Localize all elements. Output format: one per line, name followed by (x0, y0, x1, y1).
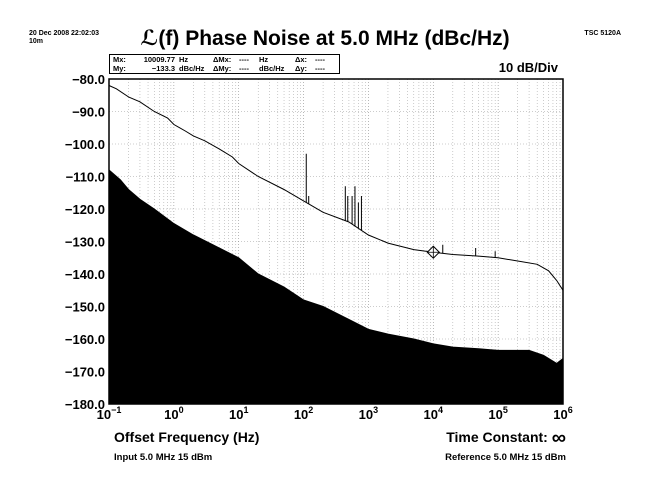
dmy-unit: dBc/Hz (259, 64, 285, 73)
x-tick-base: 10 (229, 407, 243, 422)
infinity-symbol: ∞ (551, 427, 566, 449)
x-tick-label: 104 (424, 405, 443, 422)
dx-value: ---- (315, 55, 325, 64)
x-tick-exponent: 2 (308, 405, 313, 415)
dy-label: Δy: (295, 64, 308, 73)
y-tick-label: −160.0 (65, 332, 105, 347)
x-tick-base: 10 (359, 407, 373, 422)
x-tick-exponent: −1 (111, 405, 121, 415)
x-tick-exponent: 5 (503, 405, 508, 415)
x-tick-base: 10 (553, 407, 567, 422)
noise-floor-fill (108, 168, 564, 405)
dmx-value: ---- (239, 55, 249, 64)
x-tick-exponent: 4 (438, 405, 443, 415)
dmy-value: ---- (239, 64, 249, 73)
time-constant-label: Time Constant: (446, 429, 548, 445)
instrument-model: TSC 5120A (584, 30, 621, 37)
marker-symbol (426, 245, 441, 259)
input-info: Input 5.0 MHz 15 dBm (114, 452, 213, 463)
y-tick-label: −110.0 (66, 170, 105, 185)
x-tick-label: 106 (553, 405, 572, 422)
spur-lines (305, 153, 496, 258)
y-tick-label: −150.0 (65, 300, 105, 315)
y-axis-ticks: −80.0 −90.0 −100.0 −110.0 −120.0 −130.0 −140.0… (65, 72, 105, 412)
y-tick-label: −100.0 (65, 137, 105, 152)
my-unit: dBc/Hz (179, 64, 205, 73)
noise-floor-area (108, 168, 564, 405)
x-tick-exponent: 1 (243, 405, 248, 415)
marker-row-2: My: −133.3 dBc/Hz ΔMy: ---- dBc/Hz Δy: -… (113, 64, 339, 73)
y-tick-label: −120.0 (65, 202, 105, 217)
phase-noise-line (108, 85, 564, 291)
time-constant: Time Constant: ∞ (446, 427, 566, 450)
y-tick-label: −90.0 (72, 105, 105, 120)
chart-title: ℒ(f) Phase Noise at 5.0 MHz (dBc/Hz) (140, 27, 510, 50)
y-tick-label: −130.0 (65, 235, 105, 250)
x-tick-label: 103 (359, 405, 378, 422)
x-tick-label: 102 (294, 405, 313, 422)
dx-label: Δx: (295, 55, 308, 64)
x-tick-exponent: 0 (179, 405, 184, 415)
my-value: −133.3 (151, 64, 175, 73)
reference-info: Reference 5.0 MHz 15 dBm (445, 452, 566, 463)
timestamp: 20 Dec 2008 22:02:03 (29, 30, 100, 37)
y-tick-label: −80.0 (72, 72, 105, 87)
x-tick-label: 10−1 (97, 405, 122, 422)
x-tick-base: 10 (97, 407, 111, 422)
y-tick-label: −140.0 (65, 267, 105, 282)
x-axis-label: Offset Frequency (Hz) (114, 429, 260, 445)
x-tick-base: 10 (164, 407, 178, 422)
dy-value: ---- (315, 64, 325, 73)
x-axis-ticks: 10−1 100 101 102 103 104 105 106 (97, 405, 573, 422)
mx-value: 10009.77 (143, 55, 175, 64)
x-tick-exponent: 3 (373, 405, 378, 415)
x-tick-label: 105 (488, 405, 507, 422)
division-label: 10 dB/Div (498, 60, 558, 75)
marker-readout-box: Mx: 10009.77 Hz ΔMx: ---- Hz Δx: ---- My… (109, 54, 340, 74)
marker-row-1: Mx: 10009.77 Hz ΔMx: ---- Hz Δx: ---- (113, 55, 339, 64)
dmx-label: ΔMx: (213, 55, 232, 64)
phase-noise-trace (108, 85, 564, 291)
duration: 10m (29, 38, 44, 45)
y-tick-label: −170.0 (65, 365, 105, 380)
my-label: My: (113, 64, 126, 73)
x-tick-base: 10 (424, 407, 438, 422)
timestamp-block: 20 Dec 2008 22:02:03 10m (29, 30, 99, 46)
dmx-unit: Hz (259, 55, 269, 64)
mx-label: Mx: (113, 55, 126, 64)
x-tick-base: 10 (488, 407, 502, 422)
y-tick-label: −180.0 (65, 397, 105, 412)
marker-cross (427, 246, 440, 259)
x-tick-label: 101 (229, 405, 248, 422)
mx-unit: Hz (179, 55, 189, 64)
x-tick-exponent: 6 (568, 405, 573, 415)
dmy-label: ΔMy: (213, 64, 232, 73)
plot-frame (108, 78, 564, 405)
x-tick-label: 100 (164, 405, 183, 422)
x-tick-base: 10 (294, 407, 308, 422)
